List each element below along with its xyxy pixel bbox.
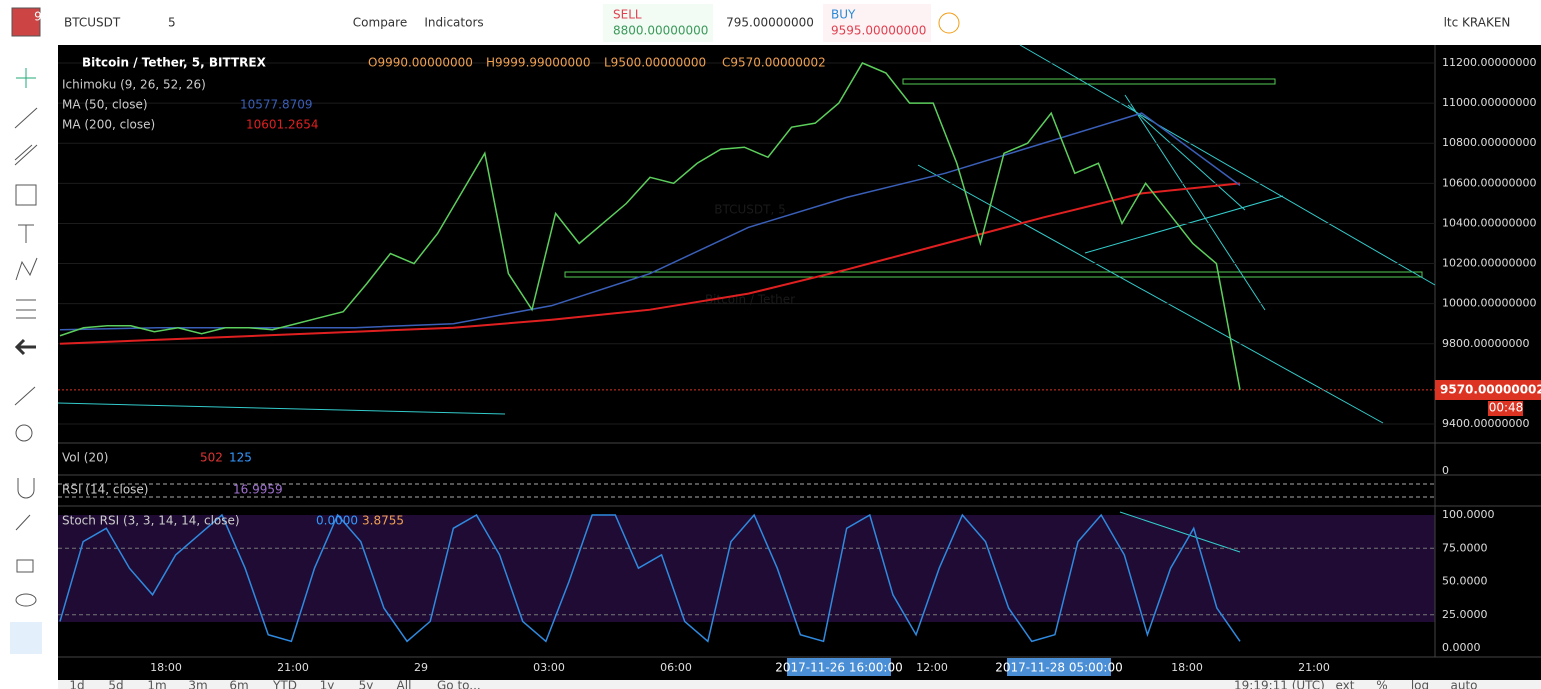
ohlc-value: O9990.00000000 [368,56,473,70]
sell-label: SELL [613,8,642,22]
time-tick-label: 21:00 [277,661,309,674]
price-tick-label: 10200.00000000 [1442,257,1536,270]
stoch-tick-label: 100.0000 [1442,508,1495,521]
time-tick-label: 12:00 [916,661,948,674]
legend-title: Bitcoin / Tether, 5, BITTREX [82,56,267,70]
pane-separators [58,45,1541,658]
indicator-name: MA (50, close) [62,98,148,112]
watermark-name: Bitcoin / Tether [705,293,795,307]
time-highlight: 2017-11-26 16:00:00 [775,661,902,675]
price-tick-label: 11000.00000000 [1442,96,1536,109]
price-line [59,62,1241,391]
sell-price: 8800.00000000 [613,24,708,38]
goto-button[interactable]: Go to... [437,679,481,689]
indicator-name: MA (200, close) [62,118,155,132]
time-tick-label: 06:00 [660,661,692,674]
price-tick-label: 9400.00000000 [1442,417,1529,430]
range-button[interactable]: 1m [147,679,166,689]
last-price-box [1435,380,1541,400]
clock: 19:19:11 (UTC) [1234,679,1325,689]
price-tick-label: 9800.00000000 [1442,337,1529,350]
price-tick-label: 10800.00000000 [1442,136,1536,149]
ohlc-value: H9999.99000000 [486,56,590,70]
last-price-label: 9570.00000002 [1440,382,1541,396]
top-toolbar [0,0,1541,45]
range-button[interactable]: 3m [188,679,207,689]
time-tick-label: 18:00 [1171,661,1203,674]
buy-label: BUY [831,8,856,22]
range-button[interactable]: 5y [359,679,374,689]
vol-value: 125 [229,451,252,465]
sell-box[interactable] [603,4,713,42]
time-highlight-box [1007,658,1111,676]
ma200-line [59,182,1241,345]
range-button[interactable]: 1y [320,679,335,689]
vol-title: Vol (20) [62,451,108,465]
symbol-input[interactable]: BTCUSDT [64,16,121,30]
info-icon[interactable] [938,12,960,34]
rsi-value: 16.9959 [233,483,283,497]
time-highlight-box [787,658,891,676]
scale-option[interactable]: ext [1336,679,1355,689]
compare-button[interactable]: Compare [353,16,407,30]
ohlc-value: L9500.00000000 [604,56,706,70]
indicator-value: 10577.8709 [240,98,313,112]
stoch-title: Stoch RSI (3, 3, 14, 14, close) [62,514,240,528]
price-tick-label: 10000.00000000 [1442,297,1536,310]
buy-box[interactable] [823,4,931,42]
time-tick-label: 21:00 [1298,661,1330,674]
countdown-box [1488,401,1523,416]
scale-option[interactable]: auto [1450,679,1477,689]
buy-price: 9595.00000000 [831,24,926,38]
indicator-name: Ichimoku (9, 26, 52, 26) [62,78,206,92]
stoch-k-line [59,513,1241,643]
broker[interactable]: ltc KRAKEN [1444,16,1511,30]
range-button[interactable]: YTD [272,679,297,689]
indicators-button[interactable]: Indicators [424,16,483,30]
interval[interactable]: 5 [168,16,176,30]
bottom-bar [58,680,1541,689]
stoch-d: 3.8755 [362,514,404,528]
notification-badge[interactable]: 9 [34,10,42,24]
drawings [57,44,1436,553]
time-tick-label: 18:00 [150,661,182,674]
scale-option[interactable]: log [1411,679,1429,689]
range-button[interactable]: 5d [108,679,123,689]
rsi-title: RSI (14, close) [62,483,148,497]
stoch-tick-label: 0.0000 [1442,641,1481,654]
indicator-value: 10601.2654 [246,118,319,132]
stoch-tick-label: 75.0000 [1442,541,1488,554]
time-tick-label: 29 [414,661,428,674]
range-button[interactable]: 1d [69,679,84,689]
range-button[interactable]: 6m [229,679,248,689]
scale-option[interactable]: % [1376,679,1387,689]
stoch-tick-label: 25.0000 [1442,608,1488,621]
price-tick-label: 11200.00000000 [1442,56,1536,69]
price-tick-label: 10600.00000000 [1442,176,1536,189]
spread: 795.00000000 [726,16,814,30]
vol-axis-label: 0 [1442,464,1449,477]
time-tick-label: 03:00 [533,661,565,674]
stoch-band [58,515,1435,622]
price-tick-label: 10400.00000000 [1442,216,1536,229]
stoch-tick-label: 50.0000 [1442,575,1488,588]
stoch-k: 0.0000 [316,514,358,528]
range-button[interactable]: All [397,679,412,689]
countdown: 00:48 [1489,401,1524,415]
left-tool-icons[interactable] [10,7,42,654]
watermark-symbol: BTCUSDT, 5 [714,203,785,217]
vol-value: 502 [200,451,223,465]
ohlc-value: C9570.00000002 [722,56,826,70]
time-highlight: 2017-11-28 05:00:00 [995,661,1122,675]
left-toolbar [0,45,52,689]
